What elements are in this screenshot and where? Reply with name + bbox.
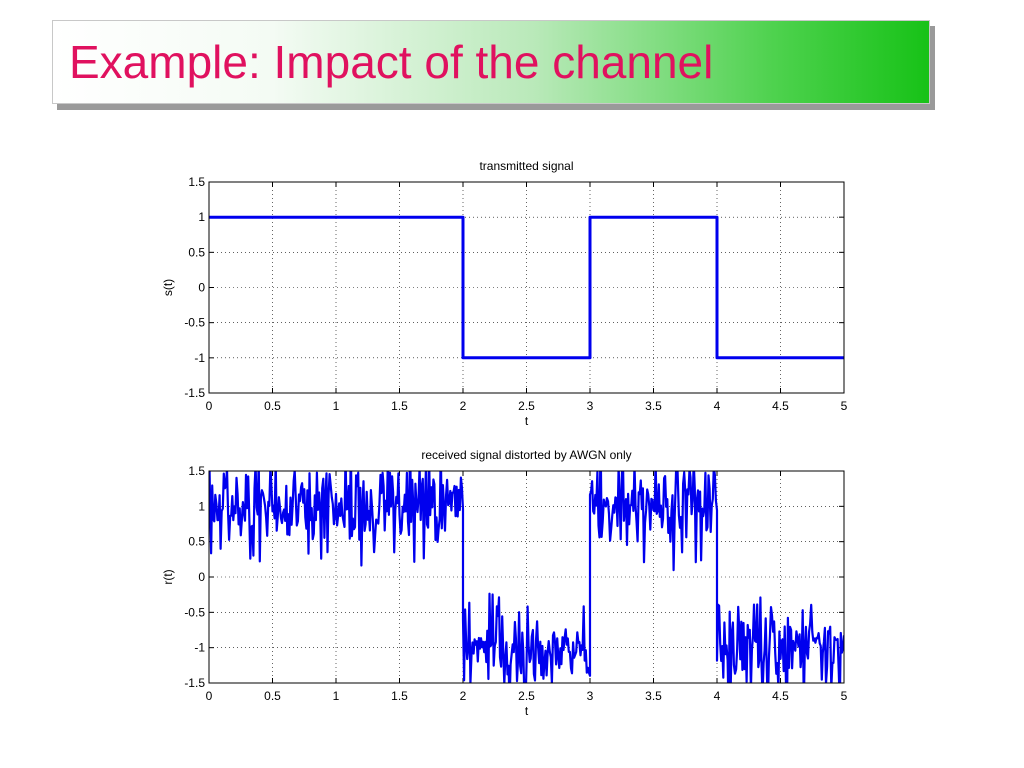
- chart1-x-tick-label: 3.5: [645, 399, 662, 413]
- chart2-y-tick-label: -1: [194, 641, 205, 655]
- chart1-y-tick-label: -1: [194, 351, 205, 365]
- chart1-y-tick-label: 1.5: [188, 175, 205, 189]
- chart2-x-tick-label: 5: [841, 689, 848, 703]
- chart1-y-tick-label: -1.5: [184, 386, 205, 400]
- chart2-x-tick-label: 4.5: [772, 689, 789, 703]
- chart1-x-tick-label: 2.5: [518, 399, 535, 413]
- chart1-y-axis-label: s(t): [161, 279, 175, 296]
- chart2-y-tick-label: -0.5: [184, 605, 205, 619]
- chart2-x-tick-label: 3: [587, 689, 594, 703]
- chart2-series-line: [209, 471, 844, 683]
- chart1-plot-area: [209, 182, 844, 393]
- chart2-x-tick-label: 1: [333, 689, 340, 703]
- chart1-x-axis-label: t: [525, 414, 529, 428]
- chart2-y-tick-label: 0: [198, 570, 205, 584]
- chart1-x-tick-label: 1.5: [391, 399, 408, 413]
- chart2-title: received signal distorted by AWGN only: [421, 448, 631, 462]
- chart2-y-tick-label: -1.5: [184, 676, 205, 690]
- chart2-y-tick-label: 1.5: [188, 464, 205, 478]
- chart1-x-tick-label: 2: [460, 399, 467, 413]
- chart1-y-tick-label: 0.5: [188, 245, 205, 259]
- chart1-series-line: [209, 215, 844, 360]
- chart2-x-tick-label: 3.5: [645, 689, 662, 703]
- chart2-y-tick-label: 0.5: [188, 535, 205, 549]
- chart2-x-tick-label: 2: [460, 689, 467, 703]
- chart2-x-tick-label: 1.5: [391, 689, 408, 703]
- chart1-x-tick-label: 1: [333, 399, 340, 413]
- title-banner: Example: Impact of the channel: [52, 20, 930, 104]
- chart1-y-tick-label: 0: [198, 281, 205, 295]
- chart1-y-tick-label: -0.5: [184, 316, 205, 330]
- chart1-x-tick-label: 0.5: [264, 399, 281, 413]
- chart1-x-tick-label: 4.5: [772, 399, 789, 413]
- chart1-frame: [208, 181, 845, 394]
- chart2-y-tick-label: 1: [198, 499, 205, 513]
- chart2-x-tick-label: 2.5: [518, 689, 535, 703]
- chart1-x-tick-label: 5: [841, 399, 848, 413]
- chart2-y-axis-label: r(t): [161, 569, 175, 584]
- chart2-x-axis-label: t: [525, 704, 529, 718]
- chart1-x-tick-label: 0: [206, 399, 213, 413]
- chart2-frame: [208, 470, 845, 684]
- chart2-x-tick-label: 4: [714, 689, 721, 703]
- slide-title: Example: Impact of the channel: [69, 36, 714, 88]
- chart1-x-tick-label: 3: [587, 399, 594, 413]
- chart2-x-tick-label: 0.5: [264, 689, 281, 703]
- chart1-y-tick-label: 1: [198, 210, 205, 224]
- chart1-title: transmitted signal: [479, 159, 573, 173]
- chart2-x-tick-label: 0: [206, 689, 213, 703]
- chart1-x-tick-label: 4: [714, 399, 721, 413]
